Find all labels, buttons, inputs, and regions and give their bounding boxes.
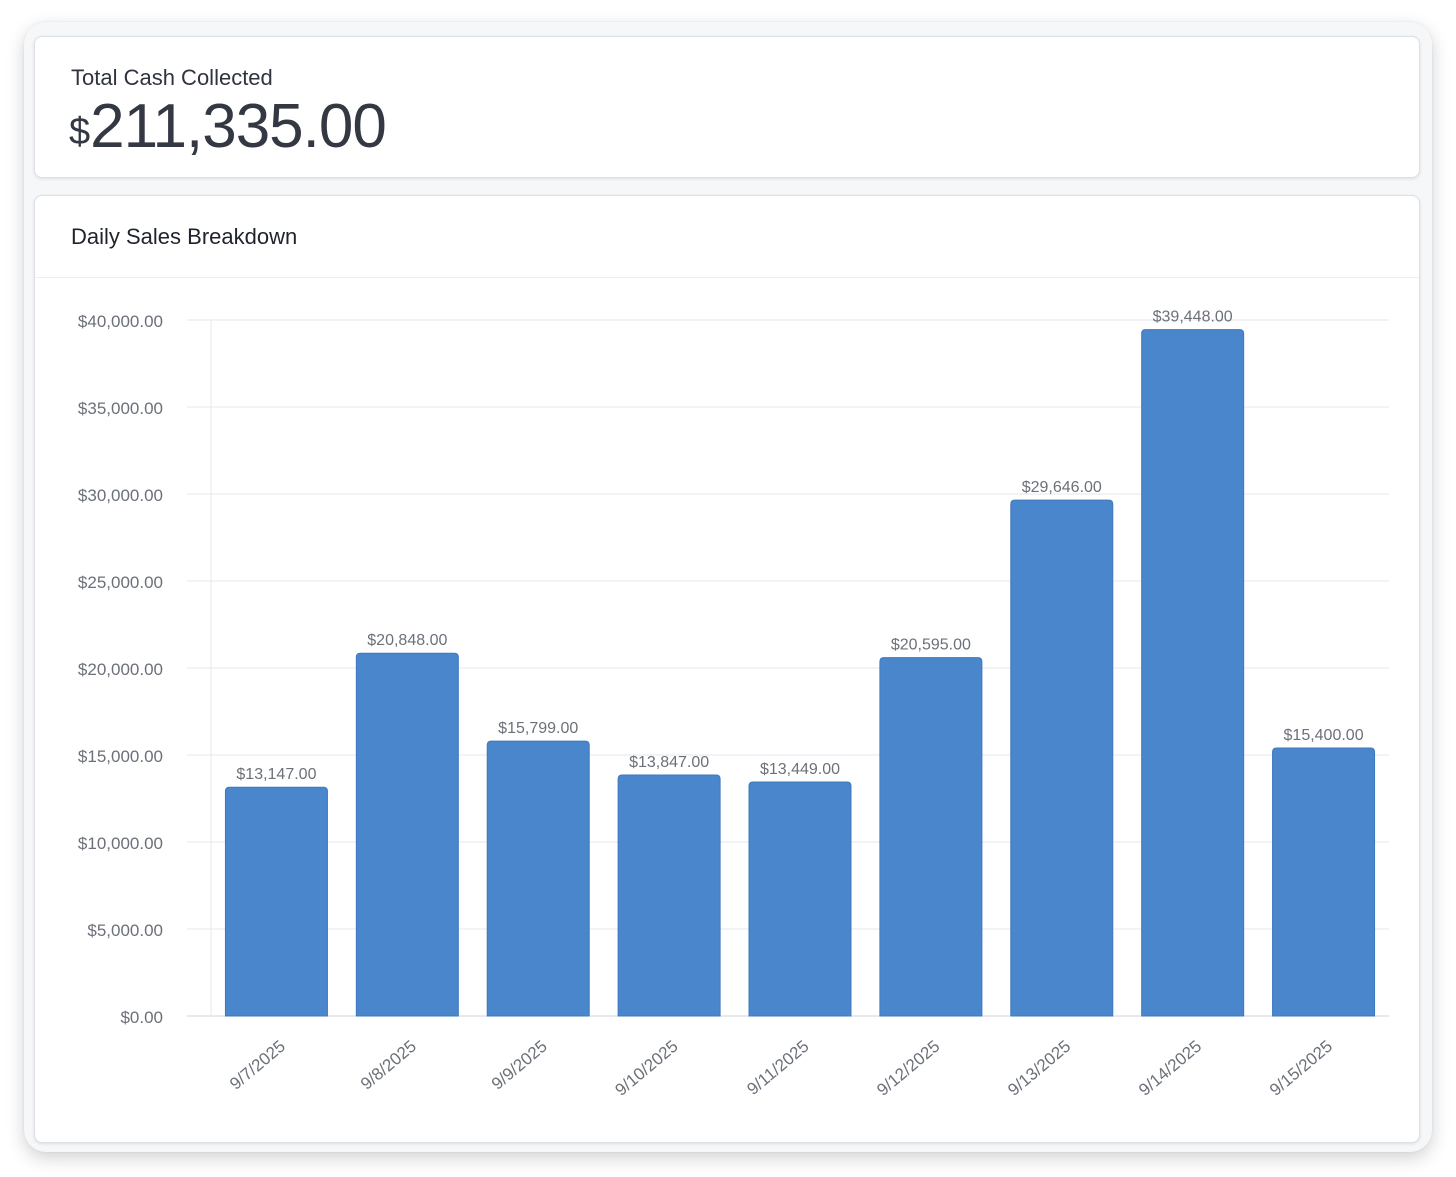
bar-value-label: $39,448.00 xyxy=(1153,309,1233,326)
bar xyxy=(224,786,328,1017)
x-tick-label: 9/8/2025 xyxy=(357,1037,420,1094)
bar xyxy=(1272,747,1376,1017)
y-tick-label: $30,000.00 xyxy=(78,486,163,505)
x-tick-label: 9/9/2025 xyxy=(488,1037,551,1094)
bar-value-label: $29,646.00 xyxy=(1022,479,1102,496)
kpi-currency-symbol: $ xyxy=(69,111,91,153)
bar-chart: $0.00 $5,000.00 $10,000.00 $15,000.00 $20,00… xyxy=(78,309,1389,1100)
bar-value-label: $20,848.00 xyxy=(367,632,447,649)
x-tick-label: 9/7/2025 xyxy=(226,1037,289,1094)
x-tick-label: 9/14/2025 xyxy=(1135,1037,1205,1100)
bar xyxy=(486,740,590,1017)
bar-value-label: $15,799.00 xyxy=(498,720,578,737)
y-tick-label: $35,000.00 xyxy=(78,399,163,418)
bar xyxy=(748,781,852,1017)
x-tick-label: 9/10/2025 xyxy=(612,1037,682,1100)
app-window: Total Cash Collected $211,335.00 Daily S… xyxy=(24,22,1432,1152)
kpi-amount: 211,335.00 xyxy=(90,92,387,161)
x-tick-label: 9/15/2025 xyxy=(1266,1037,1336,1100)
chart-header: Daily Sales Breakdown xyxy=(35,196,1419,278)
x-tick-label: 9/12/2025 xyxy=(873,1037,943,1100)
y-tick-label: $20,000.00 xyxy=(78,660,163,679)
y-tick-label: $0.00 xyxy=(120,1008,163,1027)
bar-value-label: $15,400.00 xyxy=(1284,727,1364,744)
bar xyxy=(1141,329,1245,1017)
kpi-card: Total Cash Collected $211,335.00 xyxy=(34,36,1420,178)
bar-value-label: $13,449.00 xyxy=(760,761,840,778)
bar-value-label: $13,847.00 xyxy=(629,754,709,771)
bar xyxy=(617,774,721,1017)
y-tick-label: $10,000.00 xyxy=(78,834,163,853)
x-tick-label: 9/13/2025 xyxy=(1004,1037,1074,1100)
y-tick-label: $25,000.00 xyxy=(78,573,163,592)
chart-title: Daily Sales Breakdown xyxy=(71,224,298,249)
bar xyxy=(355,652,459,1017)
kpi-value: $211,335.00 xyxy=(69,91,387,162)
bar-value-label: $20,595.00 xyxy=(891,637,971,654)
x-tick-label: 9/11/2025 xyxy=(743,1037,812,1099)
y-tick-label: $15,000.00 xyxy=(78,747,163,766)
bar xyxy=(1010,499,1114,1017)
y-tick-label: $5,000.00 xyxy=(87,921,163,940)
chart-card: Daily Sales Breakdown $0.00 $5,000.00 $10,… xyxy=(34,195,1420,1143)
bar-value-label: $13,147.00 xyxy=(236,766,316,783)
y-tick-label: $40,000.00 xyxy=(78,312,163,331)
kpi-label: Total Cash Collected xyxy=(71,65,273,90)
bar xyxy=(879,657,983,1017)
